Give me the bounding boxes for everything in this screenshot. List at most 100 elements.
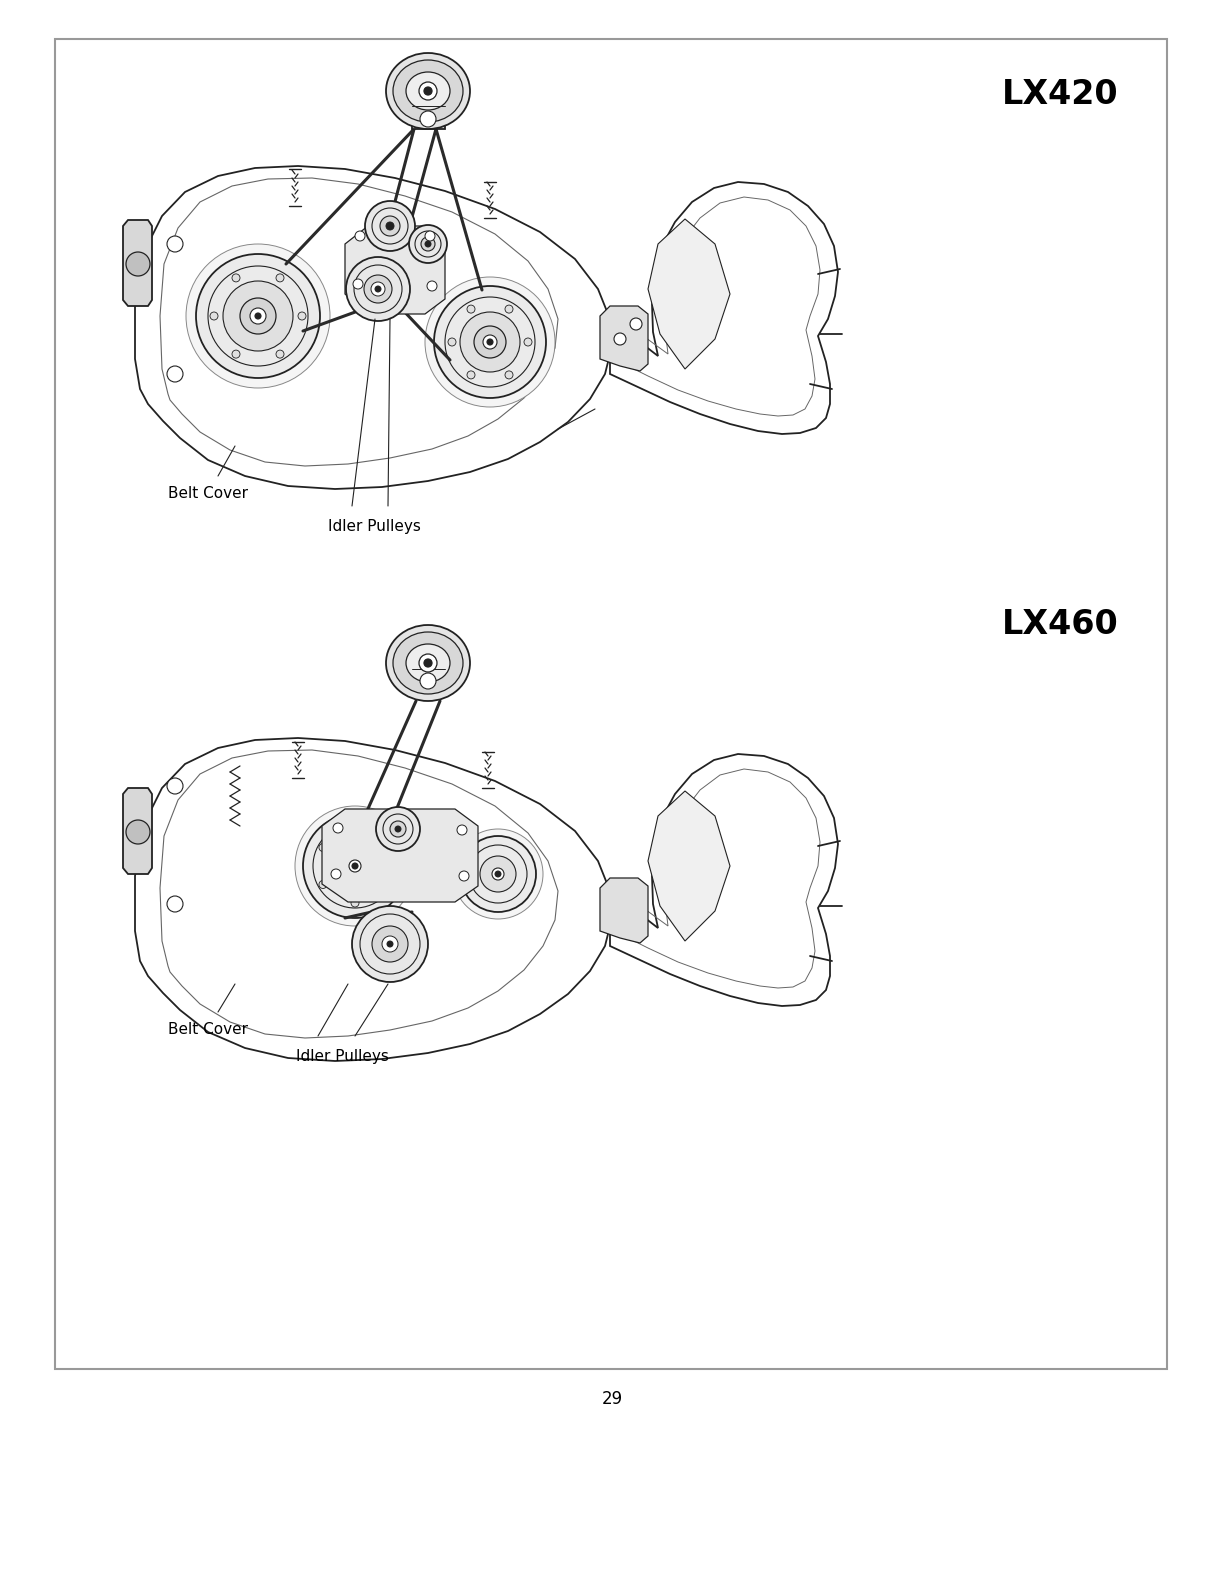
Circle shape (353, 906, 428, 982)
Circle shape (409, 225, 447, 263)
Circle shape (383, 881, 390, 889)
Ellipse shape (386, 52, 470, 128)
Circle shape (186, 244, 330, 388)
Circle shape (126, 252, 151, 276)
Circle shape (435, 287, 546, 398)
Circle shape (480, 855, 517, 892)
Circle shape (346, 257, 410, 322)
Circle shape (506, 306, 513, 314)
Circle shape (459, 871, 469, 881)
Circle shape (425, 231, 435, 241)
Circle shape (524, 337, 532, 345)
Circle shape (379, 215, 400, 236)
Circle shape (372, 927, 408, 961)
Circle shape (255, 314, 261, 318)
Circle shape (304, 814, 408, 919)
Polygon shape (322, 809, 479, 901)
Circle shape (351, 900, 359, 908)
Circle shape (468, 371, 475, 379)
Circle shape (386, 222, 394, 230)
Bar (55, 40, 1166, 1369)
Circle shape (492, 868, 504, 881)
Circle shape (223, 280, 293, 352)
Circle shape (166, 897, 184, 912)
Circle shape (295, 806, 415, 927)
Circle shape (419, 82, 437, 100)
Circle shape (483, 334, 497, 348)
Circle shape (376, 806, 420, 851)
Polygon shape (412, 92, 446, 128)
Polygon shape (122, 220, 152, 306)
Circle shape (420, 111, 436, 127)
Circle shape (240, 298, 275, 334)
Ellipse shape (386, 626, 470, 702)
Circle shape (487, 339, 493, 345)
Circle shape (275, 274, 284, 282)
Ellipse shape (393, 60, 463, 122)
Polygon shape (412, 656, 446, 695)
Circle shape (387, 941, 393, 947)
Circle shape (375, 287, 381, 291)
Text: Belt Cover: Belt Cover (168, 1022, 248, 1038)
Circle shape (420, 673, 436, 689)
Ellipse shape (393, 632, 463, 694)
Ellipse shape (406, 645, 450, 683)
Text: Belt Cover: Belt Cover (168, 486, 248, 501)
Circle shape (614, 333, 625, 345)
Circle shape (427, 280, 437, 291)
Polygon shape (135, 166, 612, 489)
Circle shape (460, 836, 536, 912)
Circle shape (319, 881, 327, 889)
Circle shape (371, 282, 386, 296)
Text: LX460: LX460 (1001, 608, 1119, 640)
Text: Idler Pulleys: Idler Pulleys (296, 1049, 389, 1064)
Circle shape (330, 870, 341, 879)
Ellipse shape (406, 71, 450, 109)
Text: LX420: LX420 (1001, 78, 1119, 111)
Circle shape (448, 337, 457, 345)
Polygon shape (600, 878, 647, 942)
Circle shape (424, 659, 432, 667)
Polygon shape (122, 787, 152, 874)
Polygon shape (345, 227, 446, 314)
Circle shape (494, 871, 501, 878)
Circle shape (460, 312, 520, 372)
Polygon shape (135, 738, 612, 1061)
Circle shape (353, 863, 357, 870)
Circle shape (457, 825, 468, 835)
Circle shape (126, 821, 151, 844)
Circle shape (297, 312, 306, 320)
Circle shape (382, 936, 398, 952)
Circle shape (211, 312, 218, 320)
Circle shape (327, 838, 383, 893)
Circle shape (333, 824, 343, 833)
Circle shape (349, 860, 361, 873)
Circle shape (166, 366, 184, 382)
Circle shape (341, 852, 368, 881)
Circle shape (425, 241, 431, 247)
Circle shape (275, 350, 284, 358)
Circle shape (233, 350, 240, 358)
Circle shape (351, 825, 359, 833)
Circle shape (196, 253, 319, 379)
Text: 29: 29 (601, 1391, 623, 1408)
Circle shape (630, 318, 643, 329)
Circle shape (390, 821, 406, 836)
Polygon shape (647, 219, 730, 369)
Circle shape (353, 279, 364, 288)
Circle shape (166, 778, 184, 794)
Circle shape (419, 654, 437, 672)
Circle shape (424, 87, 432, 95)
Circle shape (506, 371, 513, 379)
Circle shape (250, 307, 266, 325)
Circle shape (453, 828, 543, 919)
Polygon shape (600, 306, 647, 371)
Polygon shape (647, 790, 730, 941)
Circle shape (166, 236, 184, 252)
Text: Idler Pulleys: Idler Pulleys (328, 520, 421, 534)
Circle shape (468, 306, 475, 314)
Circle shape (425, 277, 554, 407)
Circle shape (474, 326, 506, 358)
Circle shape (365, 201, 415, 250)
Circle shape (395, 825, 401, 832)
